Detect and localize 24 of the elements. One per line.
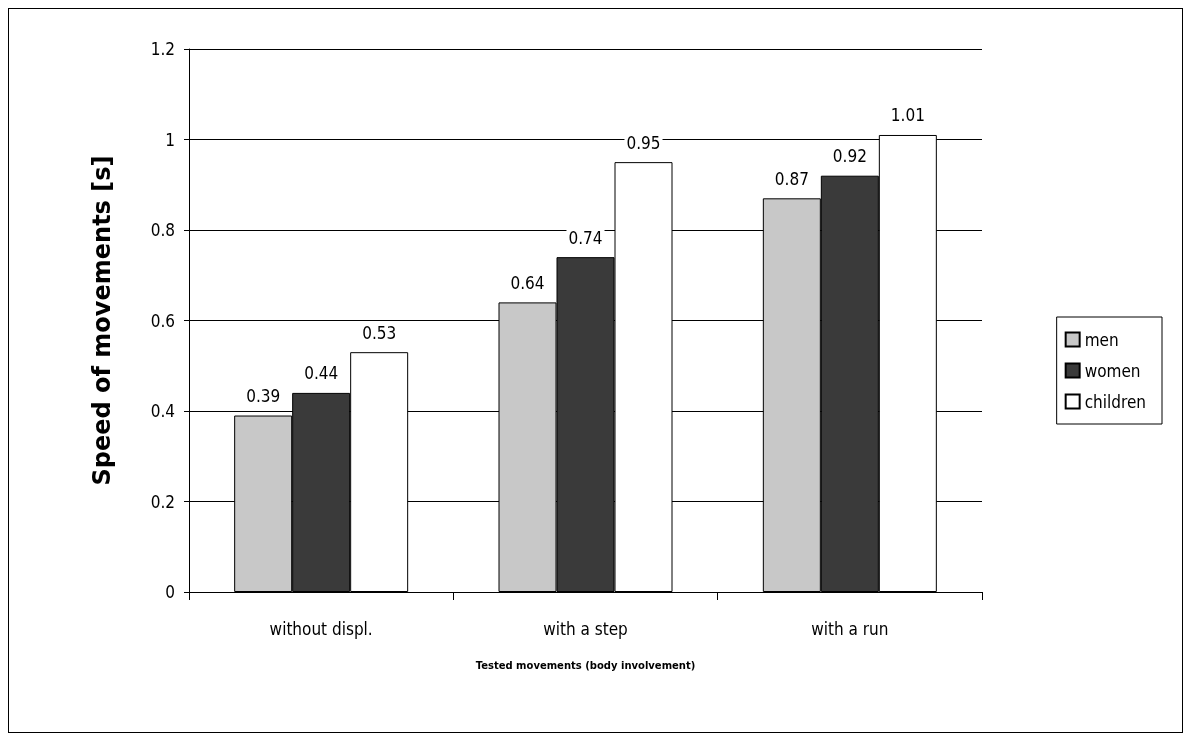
y-tick-label: 0.2 <box>150 491 175 512</box>
data-label: 0.92 <box>832 146 867 167</box>
data-label: 0.95 <box>626 132 661 153</box>
x-tick-label: with a run <box>811 618 889 639</box>
x-tick-label: with a step <box>543 618 628 639</box>
data-label: 0.87 <box>774 168 809 189</box>
data-label: 0.74 <box>568 227 603 248</box>
y-tick-label: 0.8 <box>150 220 175 240</box>
y-tick-label: 1.2 <box>150 39 175 59</box>
x-axis-title: Tested movements (body involvement) <box>475 659 696 671</box>
y-axis-title: Speed of movements [s] <box>88 155 116 486</box>
data-label: 0.39 <box>246 386 281 407</box>
legend-label: men <box>1084 329 1119 350</box>
data-label: 0.64 <box>510 272 545 293</box>
data-label: 0.44 <box>304 363 339 384</box>
y-tick-label: 0.6 <box>150 310 175 331</box>
x-tick-label: without displ. <box>269 618 373 639</box>
y-tick-label: 0.4 <box>150 401 175 421</box>
y-tick-label: 1 <box>165 129 175 150</box>
legend-label: women <box>1084 360 1141 381</box>
data-label: 1.01 <box>890 105 925 126</box>
data-label: 0.53 <box>362 322 397 343</box>
legend-label: children <box>1084 391 1147 412</box>
y-tick-label: 0 <box>165 582 175 602</box>
